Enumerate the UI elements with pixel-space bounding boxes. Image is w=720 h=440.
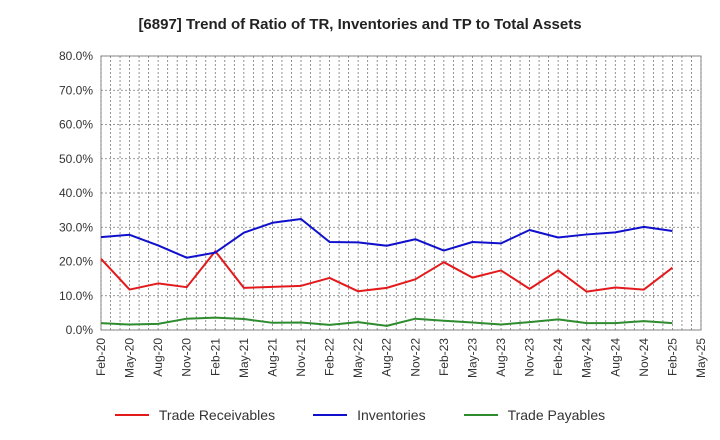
x-tick-label: Aug-23 bbox=[494, 338, 508, 377]
grid-layer bbox=[100, 55, 702, 331]
x-tick-label: Aug-21 bbox=[265, 338, 279, 377]
x-tick-label: Nov-21 bbox=[294, 338, 308, 377]
series-layer bbox=[100, 218, 674, 327]
x-tick-label: Feb-24 bbox=[551, 338, 565, 376]
y-tick-label: 80.0% bbox=[59, 49, 93, 63]
x-tick-label: Feb-25 bbox=[665, 338, 679, 376]
series-line-inventories bbox=[100, 218, 673, 259]
x-tick-label: Aug-22 bbox=[380, 338, 394, 377]
x-tick-label: Aug-24 bbox=[608, 338, 622, 377]
legend-swatch-trade-receivables bbox=[114, 414, 149, 416]
x-tick-label: May-25 bbox=[694, 338, 708, 378]
axis-layer: 0.0% 10.0% 20.0% 30.0% 40.0% 50.0% 60.0% 70.0% 8… bbox=[59, 49, 708, 378]
x-tick-label: Feb-22 bbox=[323, 338, 337, 376]
x-tick-label: Nov-23 bbox=[523, 338, 537, 377]
x-tick-label: Nov-22 bbox=[408, 338, 422, 377]
y-tick-label: 30.0% bbox=[59, 220, 93, 234]
x-tick-label: May-21 bbox=[237, 338, 251, 378]
legend: Trade Receivables Inventories Trade Paya… bbox=[0, 405, 720, 425]
series-line-trade-receivables bbox=[100, 250, 674, 293]
series-line-trade-payables bbox=[100, 316, 673, 327]
x-tick-label: Feb-20 bbox=[94, 338, 108, 376]
x-tick-label: Nov-20 bbox=[180, 338, 194, 377]
legend-item-trade-payables: Trade Payables bbox=[463, 405, 606, 425]
y-tick-label: 50.0% bbox=[59, 152, 93, 166]
x-tick-label: May-23 bbox=[465, 338, 479, 378]
x-tick-label: May-24 bbox=[580, 338, 594, 378]
legend-label-trade-receivables: Trade Receivables bbox=[158, 407, 276, 423]
x-tick-label: May-22 bbox=[351, 338, 365, 378]
y-tick-label: 0.0% bbox=[66, 323, 94, 337]
x-tick-label: Feb-21 bbox=[208, 338, 222, 376]
x-tick-label: Feb-23 bbox=[437, 338, 451, 376]
legend-label-inventories: Inventories bbox=[357, 407, 426, 423]
legend-label-trade-payables: Trade Payables bbox=[507, 407, 606, 423]
y-tick-label: 20.0% bbox=[59, 255, 93, 269]
y-tick-label: 40.0% bbox=[59, 186, 93, 200]
legend-item-trade-receivables: Trade Receivables bbox=[114, 405, 276, 425]
x-tick-label: Nov-24 bbox=[637, 338, 651, 377]
x-tick-label: Aug-20 bbox=[151, 338, 165, 377]
y-tick-label: 60.0% bbox=[59, 118, 93, 132]
x-tick-label: May-20 bbox=[123, 338, 137, 378]
legend-item-inventories: Inventories bbox=[313, 405, 426, 425]
y-tick-label: 70.0% bbox=[59, 83, 93, 97]
legend-swatch-trade-payables bbox=[463, 414, 498, 416]
y-tick-label: 10.0% bbox=[59, 289, 93, 303]
chart-title: [6897] Trend of Ratio of TR, Inventories… bbox=[138, 16, 582, 33]
legend-swatch-inventories bbox=[313, 414, 348, 416]
